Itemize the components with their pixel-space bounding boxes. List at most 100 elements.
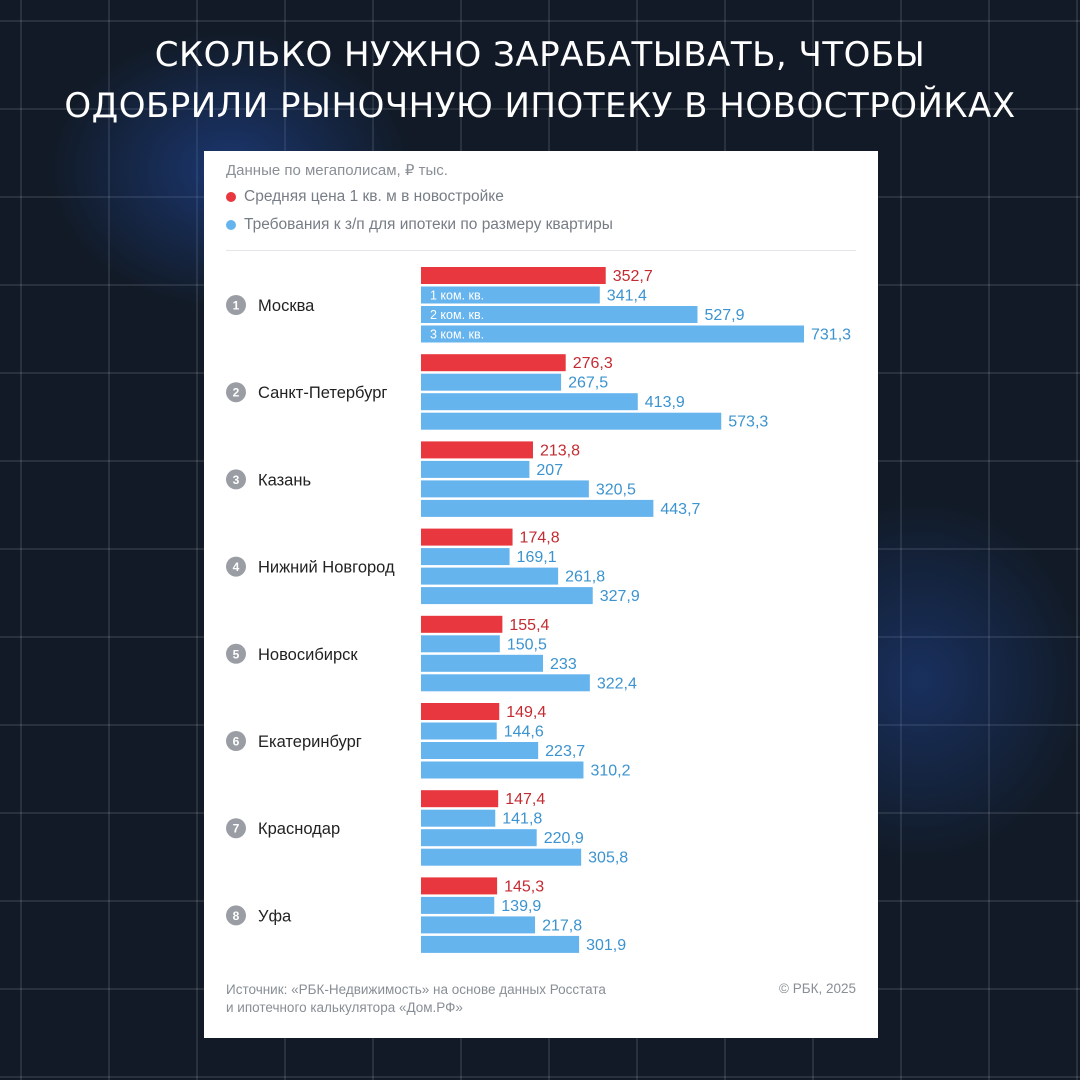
income-bar	[421, 742, 539, 759]
rank-number: 1	[233, 299, 240, 313]
income-bar	[421, 916, 536, 934]
income-bar	[421, 761, 584, 779]
legend-item-price: Средняя цена 1 кв. м в новостройке	[226, 188, 504, 206]
rank-number: 5	[233, 647, 240, 661]
value-label: 261,8	[565, 569, 605, 586]
city-label: Москва	[258, 297, 315, 315]
value-label: 310,2	[590, 763, 630, 780]
value-label: 150,5	[507, 636, 547, 653]
income-bar	[421, 499, 654, 517]
income-bar	[421, 325, 804, 343]
rank-badge	[226, 818, 246, 839]
headline: СКОЛЬКО НУЖНО ЗАРАБАТЫВАТЬ, ЧТОБЫ ОДОБРИ…	[0, 30, 1080, 132]
income-bar	[421, 373, 562, 391]
rank-number: 4	[233, 560, 240, 574]
income-bar	[421, 548, 510, 566]
copyright: © РБК, 2025	[779, 981, 856, 996]
value-label: 267,5	[568, 375, 608, 392]
value-label: 527,9	[704, 307, 744, 324]
rank-badge	[226, 469, 246, 490]
headline-line-2: ОДОБРИЛИ РЫНОЧНУЮ ИПОТЕКУ В НОВОСТРОЙКАХ	[64, 86, 1016, 126]
price-bar	[421, 528, 513, 546]
separator-line	[226, 250, 856, 251]
value-label: 144,6	[504, 724, 544, 741]
value-label: 141,8	[502, 811, 542, 828]
city-label: Санкт-Петербург	[258, 384, 387, 402]
value-label: 322,4	[597, 675, 637, 692]
rank-number: 6	[233, 735, 240, 749]
income-bar	[421, 460, 530, 478]
price-bar	[421, 441, 533, 459]
value-label: 174,8	[520, 530, 560, 547]
value-label: 731,3	[811, 327, 851, 344]
value-label: 139,9	[501, 898, 541, 915]
city-label: Нижний Новгород	[258, 559, 395, 577]
income-bar	[421, 896, 495, 914]
income-bar	[421, 635, 500, 653]
rank-number: 3	[233, 473, 240, 487]
rank-badge	[226, 556, 246, 577]
income-bar	[421, 480, 589, 498]
value-label: 413,9	[645, 394, 685, 411]
source-line-1: Источник: «РБК-Недвижимость» на основе д…	[226, 982, 606, 997]
source-note: Источник: «РБК-Недвижимость» на основе д…	[226, 981, 606, 1017]
value-label: 443,7	[660, 501, 700, 518]
price-bar	[421, 790, 499, 808]
legend-item-income: Требования к з/п для ипотеки по размеру …	[226, 216, 613, 234]
value-label: 305,8	[588, 850, 628, 867]
income-bar	[421, 722, 497, 740]
income-bar	[421, 829, 537, 847]
income-bar	[421, 286, 600, 304]
value-label: 169,1	[517, 549, 557, 566]
price-bar	[421, 877, 498, 895]
value-label: 320,5	[596, 481, 636, 498]
price-bar	[421, 615, 503, 633]
income-bar	[421, 809, 496, 827]
value-label: 213,8	[540, 442, 580, 459]
price-bar	[421, 703, 500, 720]
rank-badge	[226, 643, 246, 664]
value-label: 327,9	[600, 588, 640, 605]
bar-inner-label: 2 ком. кв.	[430, 308, 484, 322]
income-bar	[421, 567, 559, 585]
value-label: 217,8	[542, 917, 582, 934]
city-label: Краснодар	[258, 820, 340, 838]
bar-inner-label: 1 ком. кв.	[430, 289, 484, 303]
value-label: 276,3	[573, 355, 613, 372]
rank-badge	[226, 731, 246, 751]
income-bar	[421, 654, 544, 672]
price-bar	[421, 267, 606, 284]
income-bar	[421, 935, 580, 953]
value-label: 149,4	[506, 704, 546, 721]
legend-label-price: Средняя цена 1 кв. м в новостройке	[244, 188, 504, 205]
value-label: 573,3	[728, 414, 768, 431]
chart-subtitle: Данные по мегаполисам, ₽ тыс.	[226, 162, 448, 179]
bar-inner-label: 3 ком. кв.	[430, 328, 484, 342]
value-label: 145,3	[504, 878, 544, 895]
income-bar	[421, 587, 593, 605]
value-label: 301,9	[586, 937, 626, 954]
rank-badge	[226, 905, 246, 926]
value-label: 220,9	[544, 830, 584, 847]
income-bar	[421, 393, 638, 411]
city-label: Екатеринбург	[258, 733, 362, 751]
rank-number: 7	[233, 822, 240, 836]
rank-number: 2	[233, 386, 240, 400]
value-label: 147,4	[505, 791, 545, 808]
city-label: Уфа	[258, 907, 292, 925]
legend-label-income: Требования к з/п для ипотеки по размеру …	[244, 216, 613, 233]
price-bar	[421, 354, 566, 372]
rank-badge	[226, 295, 246, 315]
value-label: 223,7	[545, 743, 585, 760]
city-label: Новосибирск	[258, 646, 358, 664]
value-label: 341,4	[607, 288, 647, 305]
city-label: Казань	[258, 471, 311, 489]
legend-dot-blue	[226, 220, 236, 230]
value-label: 233	[550, 656, 577, 673]
rank-badge	[226, 382, 246, 403]
income-bar	[421, 674, 590, 692]
value-label: 207	[536, 462, 563, 479]
chart-card: Данные по мегаполисам, ₽ тыс. Средняя це…	[204, 151, 878, 1038]
income-bar	[421, 412, 722, 430]
